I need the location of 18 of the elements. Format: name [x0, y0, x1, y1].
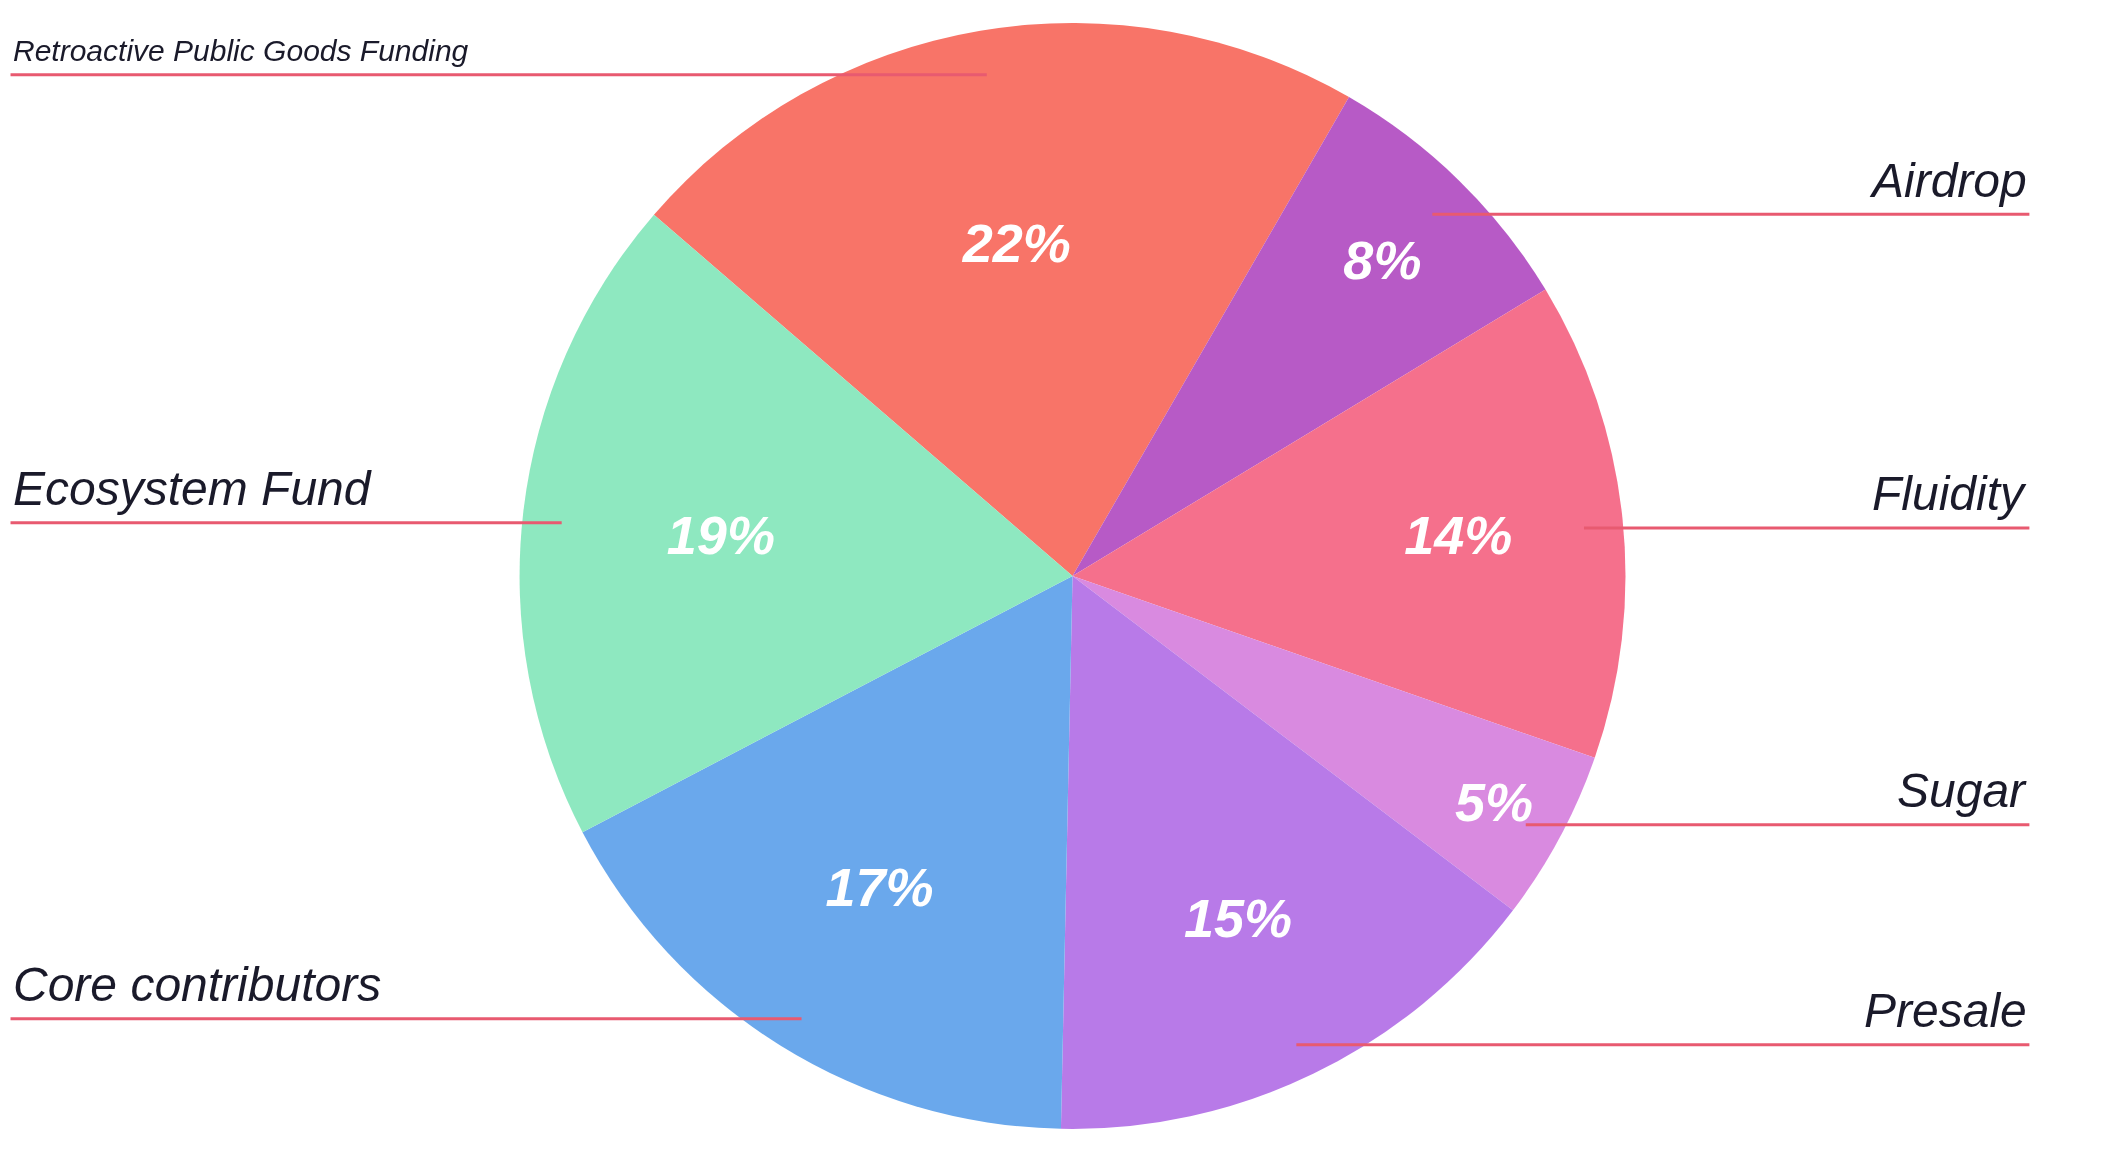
slice-label: Airdrop	[1869, 154, 2027, 207]
data-label: 17%	[825, 857, 934, 918]
data-label: 19%	[666, 505, 775, 566]
slice-label: Ecosystem Fund	[13, 462, 372, 515]
data-label: 14%	[1404, 505, 1513, 566]
pie-slice	[582, 576, 1073, 1129]
data-label: 5%	[1454, 771, 1533, 832]
slice-label: Retroactive Public Goods Funding	[13, 34, 469, 67]
data-label: 8%	[1343, 229, 1422, 290]
slice-label: Fluidity	[1872, 467, 2028, 520]
pie-slice	[519, 214, 1073, 833]
data-label: 22%	[961, 213, 1071, 274]
slice-label: Presale	[1864, 984, 2027, 1037]
slice-label: Core contributors	[13, 958, 382, 1011]
slice-label: Sugar	[1897, 764, 2028, 817]
pie-slice	[1072, 289, 1625, 758]
data-label: 15%	[1184, 888, 1293, 949]
pie-slice	[1072, 97, 1546, 576]
